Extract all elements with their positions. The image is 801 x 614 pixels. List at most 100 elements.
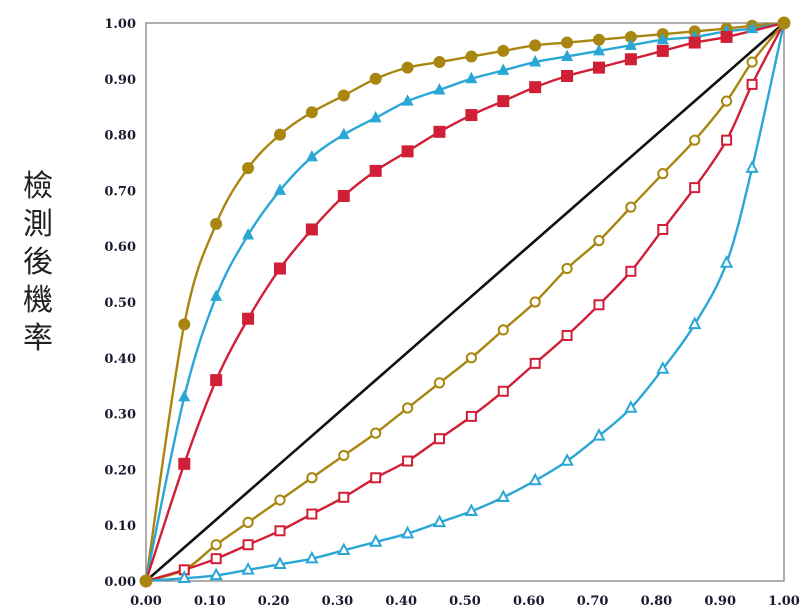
data-point — [561, 49, 574, 61]
series-1 — [144, 21, 785, 582]
x-tick-label: 0.30 — [322, 594, 354, 609]
y-tick-label: 0.40 — [104, 352, 136, 367]
origin-point — [139, 574, 153, 588]
data-point — [337, 89, 350, 102]
data-point — [433, 377, 446, 389]
data-point — [561, 70, 574, 83]
data-point — [560, 453, 574, 466]
data-point — [721, 134, 733, 146]
data-point — [624, 30, 637, 43]
data-point — [305, 223, 318, 236]
data-point — [657, 168, 669, 180]
plot-area-frame — [145, 22, 785, 582]
data-point — [209, 567, 223, 581]
data-point — [465, 352, 477, 364]
data-point — [464, 503, 479, 516]
data-point — [688, 316, 702, 330]
data-point — [401, 145, 414, 158]
data-point — [370, 427, 382, 439]
data-point — [369, 72, 382, 85]
data-point — [242, 228, 255, 240]
data-point — [561, 36, 574, 49]
y-axis-label: 檢測後機率 — [23, 169, 53, 356]
data-point — [369, 110, 382, 123]
series-3-markers — [178, 30, 733, 470]
data-point — [465, 109, 478, 122]
data-point — [433, 83, 446, 95]
data-point — [688, 36, 701, 49]
x-tick-label: 0.10 — [194, 594, 226, 609]
x-tick-label: 0.20 — [258, 594, 290, 609]
series-7-markers — [177, 160, 759, 583]
data-point — [273, 183, 286, 195]
series-7 — [145, 22, 786, 583]
data-point — [273, 556, 287, 570]
data-point — [274, 494, 286, 506]
y-tick-label: 0.90 — [104, 73, 136, 88]
x-tick-label: 0.90 — [704, 594, 736, 609]
data-point — [746, 78, 758, 90]
data-point — [401, 94, 414, 106]
data-point — [624, 38, 637, 50]
y-tick-label: 0.70 — [104, 184, 136, 199]
data-point — [529, 357, 541, 369]
x-axis-ticks: 0.00 0.10 0.20 0.30 0.40 0.50 0.60 0.70 0.80 0.90… — [130, 594, 800, 609]
data-point — [402, 455, 414, 467]
data-point — [305, 106, 318, 119]
data-point — [433, 56, 446, 69]
data-point — [210, 539, 222, 551]
data-point — [465, 71, 478, 84]
x-tick-label: 0.50 — [449, 594, 481, 609]
data-point — [273, 262, 286, 275]
data-point — [529, 55, 542, 67]
data-point — [306, 508, 318, 520]
data-point — [719, 255, 734, 268]
series-line — [145, 22, 785, 582]
data-point — [592, 61, 605, 74]
data-point — [746, 21, 759, 34]
y-tick-label: 0.00 — [104, 575, 136, 590]
y-tick-label: 1.00 — [104, 17, 136, 32]
data-point — [592, 44, 605, 56]
data-point — [242, 516, 254, 529]
data-point — [624, 400, 638, 413]
series-line — [145, 22, 786, 583]
data-point — [242, 539, 254, 551]
data-point — [745, 160, 759, 173]
data-point — [529, 39, 542, 52]
data-point — [178, 457, 191, 470]
data-point — [720, 95, 733, 107]
data-point — [274, 525, 286, 537]
data-point — [529, 296, 541, 308]
data-point — [657, 223, 669, 235]
data-point — [497, 95, 510, 108]
x-tick-label: 0.70 — [577, 594, 609, 609]
data-point — [432, 514, 447, 528]
y-tick-label: 0.50 — [104, 296, 136, 311]
data-point — [561, 262, 573, 275]
end-point — [777, 16, 791, 30]
data-point — [433, 433, 445, 445]
data-point — [496, 489, 510, 503]
y-tick-label: 0.20 — [104, 463, 136, 478]
series-layer — [139, 16, 791, 588]
data-point — [338, 491, 350, 503]
data-point — [689, 134, 701, 146]
y-tick-label: 0.60 — [104, 240, 136, 255]
data-point — [497, 324, 509, 336]
data-point — [720, 30, 733, 43]
data-point — [241, 561, 255, 575]
series-2-markers — [178, 21, 759, 402]
data-point — [592, 33, 605, 46]
data-point — [497, 63, 510, 75]
data-point — [593, 299, 605, 311]
data-point — [242, 312, 255, 325]
data-point — [337, 127, 350, 140]
series-line — [144, 21, 785, 582]
endpoint-markers — [139, 16, 791, 588]
data-point — [210, 374, 223, 387]
y-tick-label: 0.10 — [104, 519, 136, 534]
data-point — [592, 428, 606, 441]
data-point — [625, 201, 637, 213]
